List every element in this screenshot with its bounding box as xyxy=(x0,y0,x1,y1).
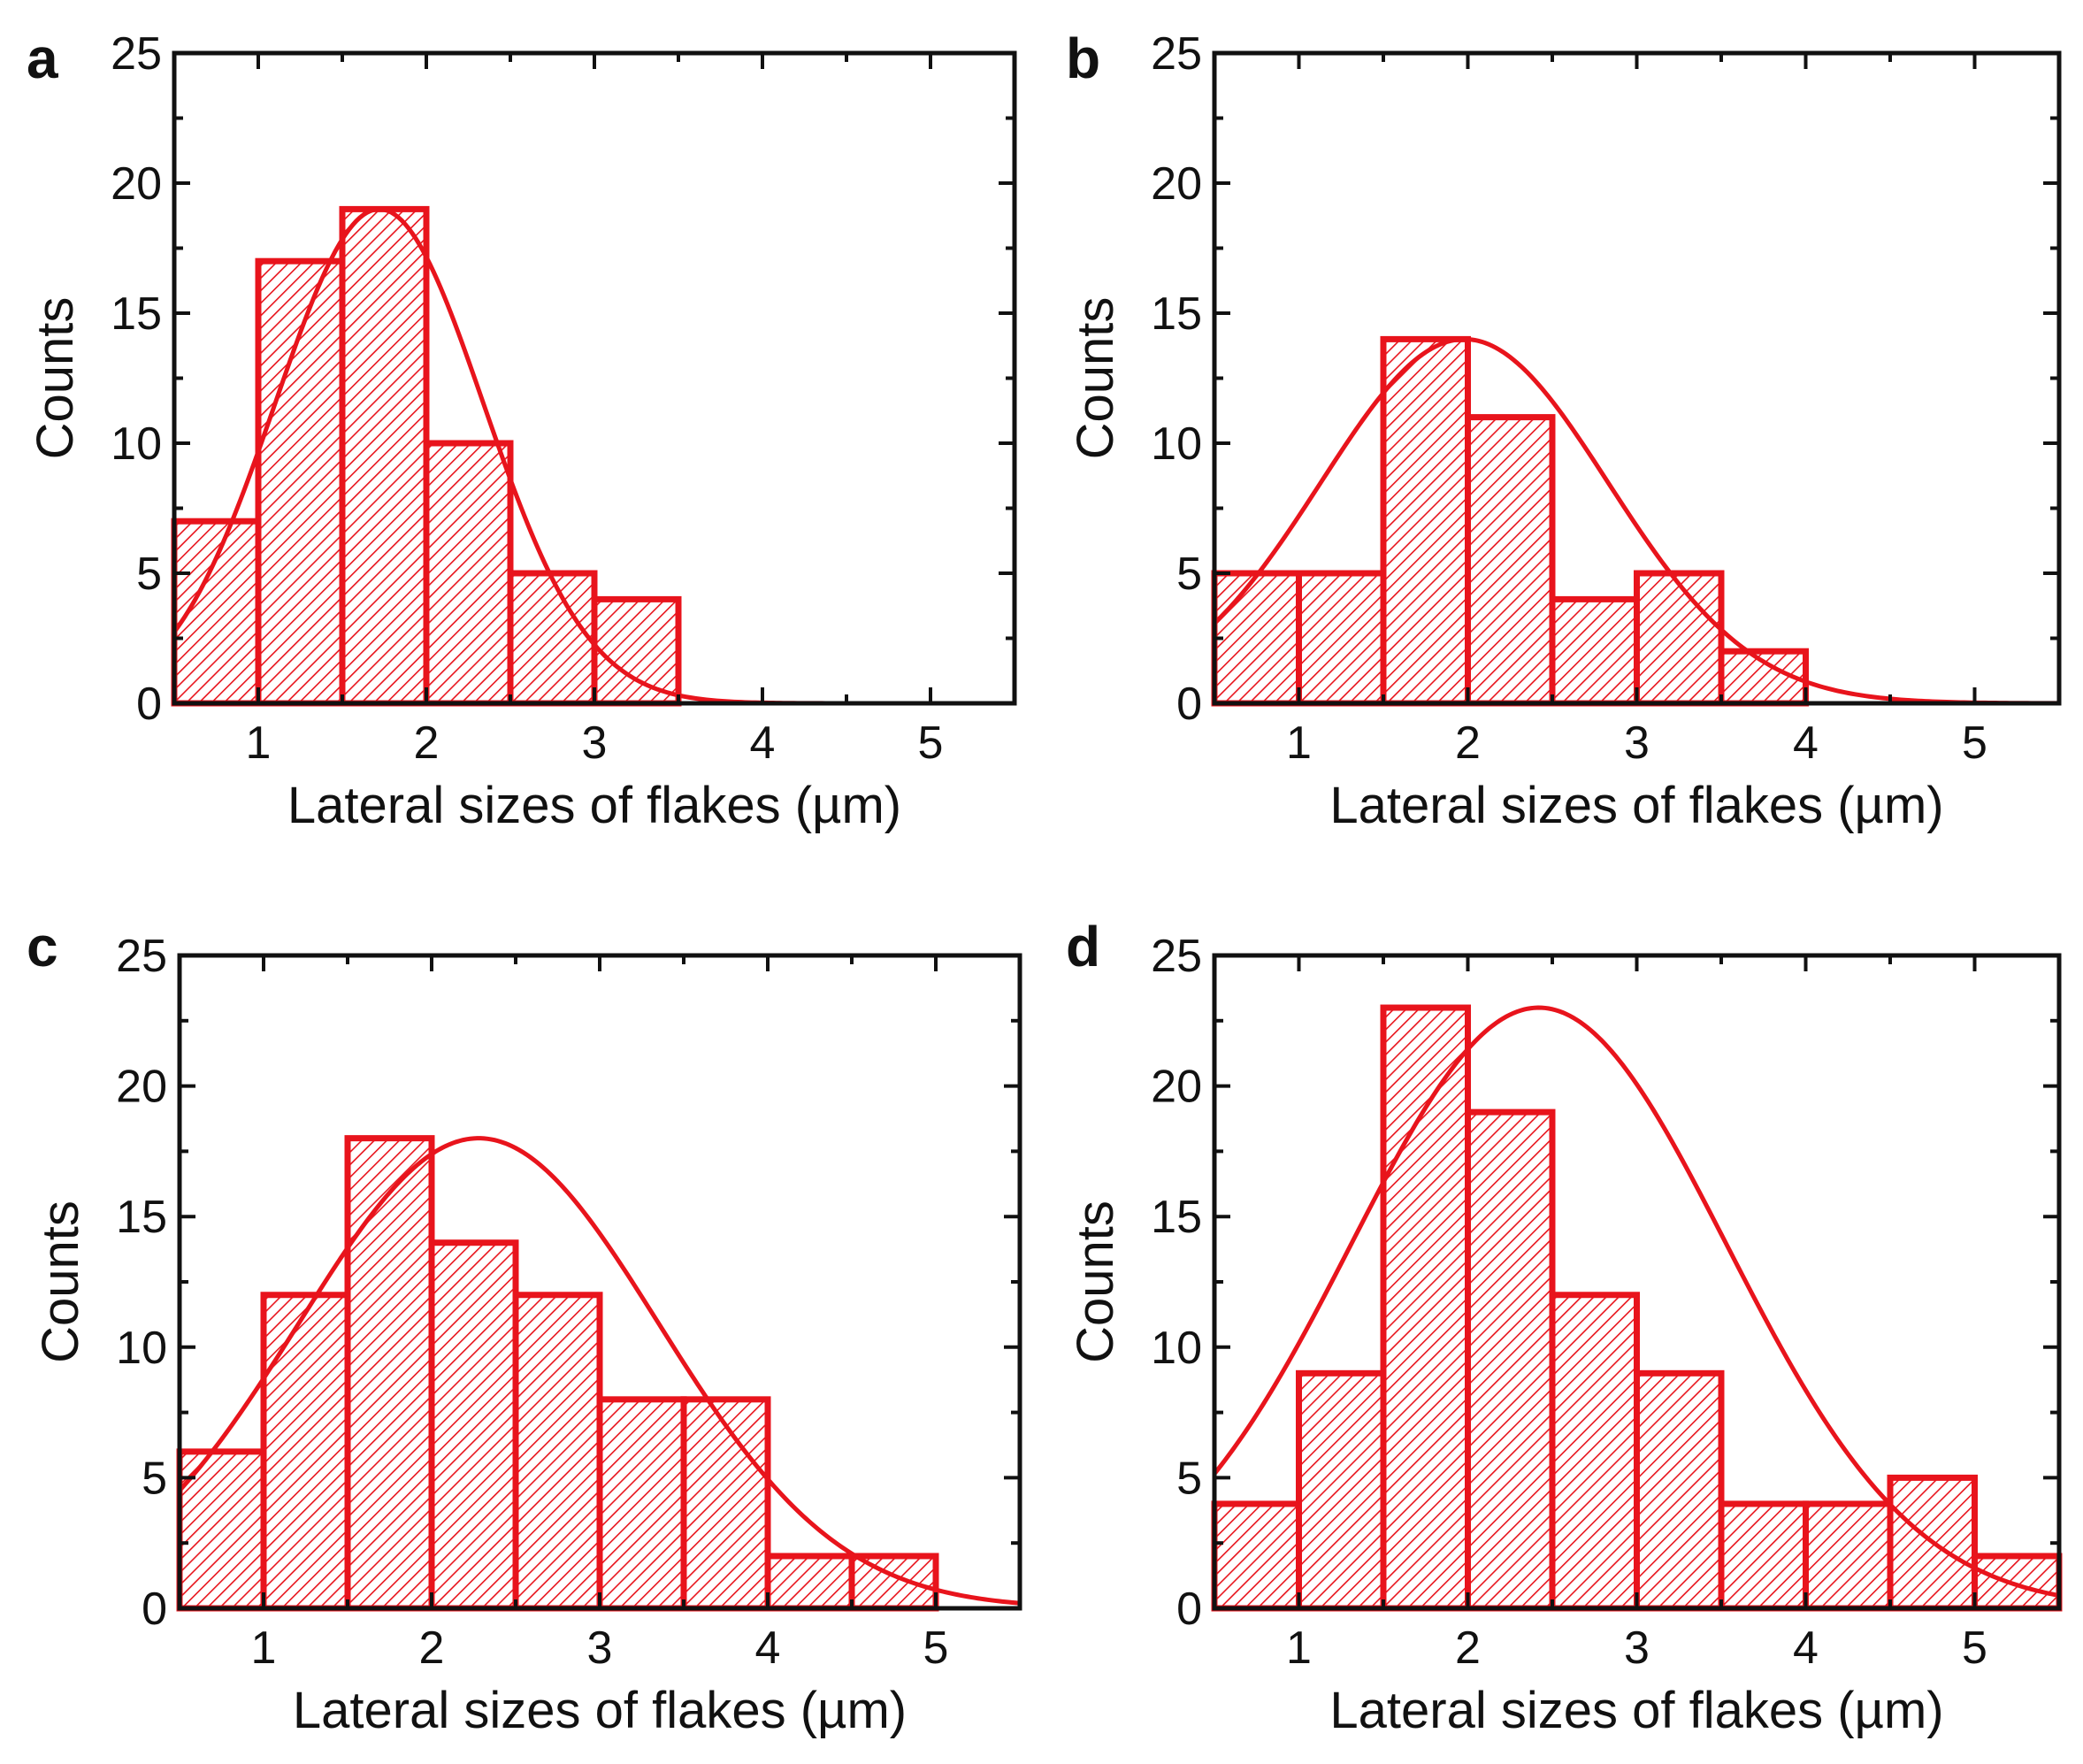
x-axis-title: Lateral sizes of flakes (µm) xyxy=(287,777,901,834)
panel-letter: b xyxy=(1066,27,1100,90)
y-axis-title: Counts xyxy=(27,297,84,460)
y-axis-title: Counts xyxy=(32,1200,89,1363)
x-tick-label: 1 xyxy=(1286,1622,1312,1674)
histogram-bar xyxy=(1549,1292,1640,1612)
gaussian-fit-curve xyxy=(1213,1005,2060,1599)
histogram-bar xyxy=(423,440,514,707)
histogram-bar xyxy=(1549,595,1640,707)
y-tick-label: 20 xyxy=(111,158,162,210)
x-tick-label: 4 xyxy=(755,1622,781,1674)
y-tick-label: 5 xyxy=(1176,1453,1202,1504)
x-tick-label: 5 xyxy=(1962,717,1987,769)
histogram-bar xyxy=(764,1553,855,1612)
panel-letter: d xyxy=(1066,915,1100,978)
y-tick-label: 15 xyxy=(111,288,162,340)
x-tick-label: 2 xyxy=(1455,1622,1481,1674)
panel-b: 1 2 3 4 5 0 5 10 15 20 25 Lateral sizes of flakes (… xyxy=(1066,27,2062,834)
histogram-bar xyxy=(1296,570,1387,707)
y-tick-label: 25 xyxy=(1151,931,1202,982)
x-tick-label: 1 xyxy=(251,1622,277,1674)
y-tick-label: 10 xyxy=(1151,1323,1202,1374)
y-tick-label: 20 xyxy=(1151,158,1202,210)
histogram-bar xyxy=(1803,1500,1894,1612)
x-tick-label: 5 xyxy=(1962,1622,1987,1674)
histogram-bar xyxy=(1211,1500,1302,1612)
y-tick-label: 20 xyxy=(1151,1062,1202,1113)
histogram-bar xyxy=(1380,1004,1471,1612)
x-tick-label: 3 xyxy=(1624,1622,1650,1674)
panel-d: 1 2 3 4 5 0 5 10 15 20 25 Lateral sizes of flakes (… xyxy=(1066,915,2063,1739)
histogram-bar xyxy=(591,595,682,707)
histogram-bar xyxy=(1465,414,1556,707)
histogram-bar xyxy=(507,570,598,707)
x-tick-label: 2 xyxy=(414,717,440,769)
x-tick-label: 3 xyxy=(582,717,608,769)
y-axis-title: Counts xyxy=(1067,297,1124,460)
x-axis-title: Lateral sizes of flakes (µm) xyxy=(1329,1682,1943,1739)
y-tick-label: 25 xyxy=(116,931,167,982)
histogram-bar xyxy=(1465,1108,1556,1612)
x-tick-label: 5 xyxy=(918,717,944,769)
x-axis-title: Lateral sizes of flakes (µm) xyxy=(293,1682,907,1739)
histogram-bar xyxy=(260,1292,351,1612)
histogram-bar xyxy=(339,205,430,707)
y-axis-title: Counts xyxy=(1067,1200,1124,1363)
histogram-bar xyxy=(1211,570,1302,707)
y-tick-label: 5 xyxy=(1176,548,1202,600)
histogram-bar xyxy=(1634,1369,1725,1612)
y-tick-label: 0 xyxy=(142,1584,167,1635)
histogram-bar xyxy=(344,1135,435,1612)
histogram-bar xyxy=(1634,570,1725,707)
y-tick-label: 0 xyxy=(1176,1584,1202,1635)
y-tick-label: 25 xyxy=(1151,28,1202,80)
histogram-bar xyxy=(1718,1500,1809,1612)
histogram-bar xyxy=(1972,1553,2063,1612)
histogram-bar xyxy=(1296,1369,1387,1612)
x-axis-title: Lateral sizes of flakes (µm) xyxy=(1329,777,1943,834)
y-tick-label: 10 xyxy=(111,418,162,470)
y-tick-label: 10 xyxy=(1151,418,1202,470)
histogram-bar xyxy=(1380,335,1471,707)
y-tick-label: 15 xyxy=(116,1192,167,1243)
x-tick-label: 5 xyxy=(923,1622,949,1674)
y-tick-label: 5 xyxy=(142,1453,167,1504)
y-tick-label: 25 xyxy=(111,28,162,80)
x-tick-label: 4 xyxy=(1793,717,1819,769)
y-tick-label: 20 xyxy=(116,1062,167,1113)
x-tick-label: 3 xyxy=(1624,717,1650,769)
histogram-bar xyxy=(512,1292,603,1612)
gaussian-fit-curve xyxy=(1213,336,2060,706)
x-tick-label: 1 xyxy=(246,717,272,769)
x-tick-label: 1 xyxy=(1286,717,1312,769)
histogram-bar xyxy=(848,1553,939,1612)
panel-a: 1 2 3 4 5 0 5 10 15 20 25 Lateral sizes of flakes (… xyxy=(27,27,1017,834)
y-tick-label: 0 xyxy=(1176,679,1202,730)
histogram-bar xyxy=(596,1396,687,1612)
panel-c: 1 2 3 4 5 0 5 10 15 20 25 Lateral sizes of flakes (… xyxy=(27,915,1022,1739)
gaussian-fit-curve xyxy=(178,1136,1021,1606)
histogram-bar xyxy=(428,1239,519,1612)
y-tick-label: 10 xyxy=(116,1323,167,1374)
y-tick-label: 15 xyxy=(1151,288,1202,340)
y-tick-label: 5 xyxy=(136,548,162,600)
y-tick-label: 15 xyxy=(1151,1192,1202,1243)
x-tick-label: 4 xyxy=(750,717,776,769)
x-tick-label: 2 xyxy=(419,1622,445,1674)
panel-letter: a xyxy=(27,27,58,90)
x-tick-label: 4 xyxy=(1793,1622,1819,1674)
histogram-bar xyxy=(680,1396,771,1612)
x-tick-label: 3 xyxy=(587,1622,613,1674)
x-tick-label: 2 xyxy=(1455,717,1481,769)
panel-letter: c xyxy=(27,915,58,978)
y-tick-label: 0 xyxy=(136,679,162,730)
